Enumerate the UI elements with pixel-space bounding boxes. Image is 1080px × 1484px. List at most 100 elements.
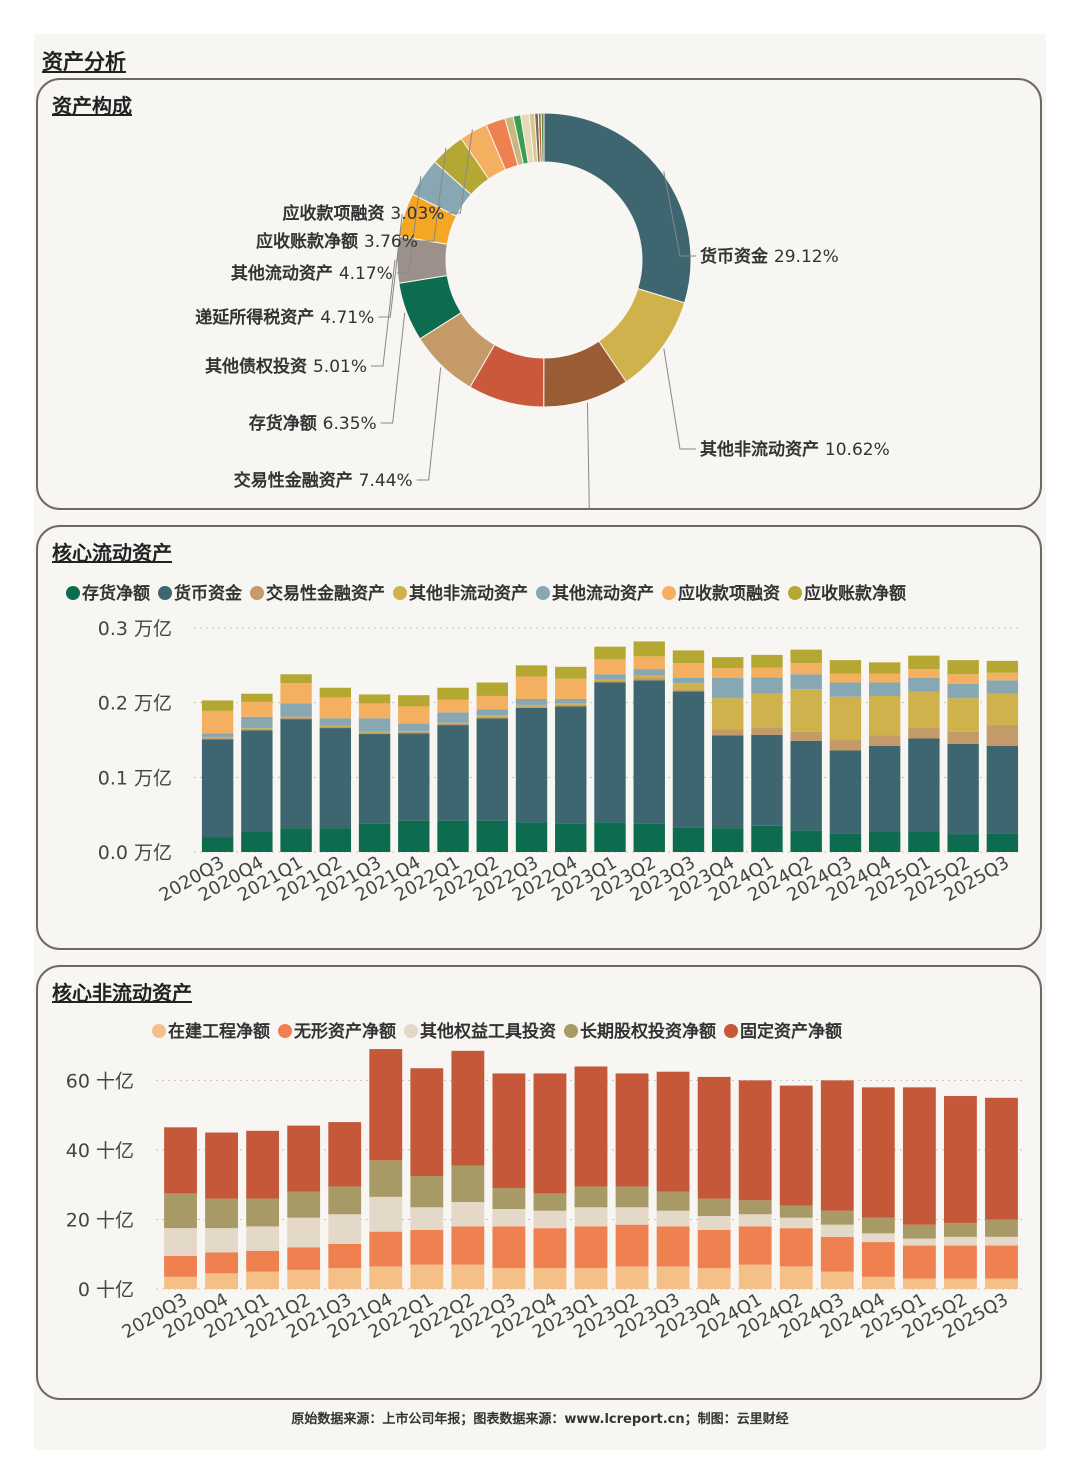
bar-segment-固定资产净额 bbox=[574, 1066, 608, 1187]
legend-item-存货净额[interactable]: 存货净额 bbox=[66, 583, 150, 604]
legend-label: 应收款项融资 bbox=[678, 583, 780, 604]
current-assets-title: 核心流动资产 bbox=[52, 541, 172, 565]
current-assets-bar-chart: 存货净额 货币资金 交易性金融资产 其他非流动资产 其他流动资产 应收款项融资 应收账款净额… bbox=[66, 583, 1022, 906]
bar-segment-在建工程净额 bbox=[697, 1268, 731, 1289]
legend-label: 其他非流动资产 bbox=[409, 583, 528, 604]
legend-item-固定资产净额[interactable]: 固定资产净额 bbox=[724, 1021, 842, 1042]
bar-segment-其他流动资产 bbox=[241, 716, 273, 729]
bar-segment-无形资产净额 bbox=[410, 1229, 444, 1265]
bar-segment-存货净额 bbox=[594, 822, 626, 852]
legend-swatch bbox=[250, 586, 264, 600]
bar-segment-应收款项融资 bbox=[476, 695, 508, 710]
main-title: 资产分析 bbox=[42, 50, 126, 74]
bar-segment-货币资金 bbox=[358, 734, 391, 824]
bar-segment-无形资产净额 bbox=[615, 1224, 649, 1267]
page: 资产分析 资产构成 货币资金 29.12% 其他非流动资产 10.62% 一年内到期… bbox=[34, 34, 1046, 1450]
bar-segment-在建工程净额 bbox=[451, 1264, 485, 1289]
bar-segment-应收账款净额 bbox=[437, 687, 469, 700]
bar-stack-2022Q3 bbox=[492, 1073, 526, 1289]
bar-stack-2024Q3 bbox=[820, 1080, 854, 1289]
asset-composition-title: 资产构成 bbox=[52, 94, 132, 118]
bar-segment-在建工程净额 bbox=[410, 1264, 444, 1289]
bar-segment-交易性金融资产 bbox=[398, 731, 430, 734]
bar-segment-在建工程净额 bbox=[779, 1266, 813, 1289]
bar-segment-应收账款净额 bbox=[594, 646, 626, 660]
bar-segment-其他权益工具投资 bbox=[944, 1236, 977, 1246]
bar-segment-应收款项融资 bbox=[280, 683, 312, 704]
bar-segment-固定资产净额 bbox=[820, 1080, 854, 1211]
bar-segment-交易性金融资产 bbox=[358, 732, 391, 735]
asset-composition-panel: 资产构成 货币资金 29.12% 其他非流动资产 10.62% 一年内到期的非流动资… bbox=[36, 78, 1042, 510]
legend-item-货币资金[interactable]: 货币资金 bbox=[158, 583, 243, 604]
bar-segment-应收账款净额 bbox=[712, 657, 744, 669]
legend-item-无形资产净额[interactable]: 无形资产净额 bbox=[278, 1021, 396, 1042]
legend-item-交易性金融资产[interactable]: 交易性金融资产 bbox=[250, 583, 385, 604]
bar-segment-固定资产净额 bbox=[533, 1073, 567, 1194]
bar-segment-在建工程净额 bbox=[492, 1268, 526, 1289]
legend-item-在建工程净额[interactable]: 在建工程净额 bbox=[152, 1021, 270, 1042]
bar-segment-应收账款净额 bbox=[555, 666, 587, 679]
bar-segment-其他权益工具投资 bbox=[615, 1207, 649, 1225]
bar-stack-2023Q2 bbox=[633, 641, 665, 852]
bar-stack-2024Q2 bbox=[790, 649, 822, 852]
legend-swatch bbox=[536, 586, 550, 600]
bar-segment-存货净额 bbox=[437, 820, 469, 852]
legend-item-长期股权投资净额[interactable]: 长期股权投资净额 bbox=[564, 1021, 716, 1042]
bar-stack-2024Q1 bbox=[738, 1080, 772, 1289]
bar-segment-无形资产净额 bbox=[985, 1245, 1018, 1279]
bar-segment-无形资产净额 bbox=[820, 1236, 854, 1272]
bar-segment-无形资产净额 bbox=[697, 1229, 731, 1269]
pie-label-一年内到期的非流动资产: 一年内到期的非流动资产 9.29% bbox=[586, 402, 590, 508]
bar-segment-交易性金融资产 bbox=[908, 727, 940, 739]
bar-segment-存货净额 bbox=[829, 833, 862, 852]
bar-segment-长期股权投资净额 bbox=[205, 1198, 238, 1229]
pie-label-value: 6.35% bbox=[323, 414, 377, 434]
bar-segment-无形资产净额 bbox=[246, 1250, 280, 1272]
bar-segment-货币资金 bbox=[672, 691, 705, 828]
bar-segment-长期股权投资净额 bbox=[164, 1193, 197, 1229]
bar-stack-2022Q2 bbox=[476, 682, 508, 852]
bar-segment-应收账款净额 bbox=[201, 700, 234, 711]
bar-segment-存货净额 bbox=[280, 828, 312, 852]
bar-segment-交易性金融资产 bbox=[829, 740, 862, 751]
bar-segment-应收账款净额 bbox=[319, 687, 352, 698]
legend-item-其他非流动资产[interactable]: 其他非流动资产 bbox=[393, 583, 528, 604]
bar-segment-应收款项融资 bbox=[633, 656, 665, 670]
bar-segment-在建工程净额 bbox=[738, 1264, 772, 1289]
pie-label-name: 其他债权投资 bbox=[205, 356, 313, 377]
pie-label-存货净额: 存货净额 6.35% bbox=[249, 312, 406, 434]
pie-label-其他非流动资产: 其他非流动资产 10.62% bbox=[663, 348, 890, 460]
bar-segment-无形资产净额 bbox=[944, 1245, 977, 1279]
bar-segment-交易性金融资产 bbox=[868, 735, 901, 746]
bar-stack-2021Q2 bbox=[287, 1125, 321, 1289]
bar-segment-其他流动资产 bbox=[555, 698, 587, 704]
legend-item-应收款项融资[interactable]: 应收款项融资 bbox=[662, 583, 780, 604]
bar-segment-其他非流动资产 bbox=[712, 698, 744, 730]
legend-label: 交易性金融资产 bbox=[266, 583, 385, 604]
bar-segment-长期股权投资净额 bbox=[328, 1186, 362, 1215]
legend-item-其他权益工具投资[interactable]: 其他权益工具投资 bbox=[404, 1021, 556, 1042]
pie-label-name: 应收账款净额 bbox=[256, 231, 364, 252]
footer-source: 原始数据来源：上市公司年报；图表数据来源：www.lcreport.cn；制图：… bbox=[291, 1412, 789, 1427]
bar-segment-应收款项融资 bbox=[868, 673, 901, 683]
bar-segment-其他流动资产 bbox=[515, 698, 548, 705]
y-tick-label: 0.3 万亿 bbox=[98, 618, 172, 640]
legend-item-其他流动资产[interactable]: 其他流动资产 bbox=[536, 583, 654, 604]
bar-stack-2025Q1 bbox=[908, 655, 940, 852]
legend-item-应收账款净额[interactable]: 应收账款净额 bbox=[788, 583, 906, 604]
bar-stack-2022Q3 bbox=[515, 665, 548, 852]
bar-segment-交易性金融资产 bbox=[555, 704, 587, 707]
bar-stack-2025Q1 bbox=[902, 1087, 936, 1289]
bar-segment-存货净额 bbox=[398, 820, 430, 852]
bar-segment-货币资金 bbox=[633, 680, 665, 824]
svg-text:其他债权投资 5.01%: 其他债权投资 5.01% bbox=[205, 356, 367, 377]
noncurrent-assets-title: 核心非流动资产 bbox=[52, 981, 192, 1005]
bar-segment-其他非流动资产 bbox=[908, 691, 940, 728]
bar-segment-货币资金 bbox=[319, 728, 352, 829]
bar-segment-存货净额 bbox=[633, 823, 665, 852]
bar-segment-在建工程净额 bbox=[287, 1269, 321, 1289]
bar-segment-应收款项融资 bbox=[555, 678, 587, 699]
bar-segment-固定资产净额 bbox=[205, 1132, 238, 1199]
bar-stack-2025Q3 bbox=[985, 1097, 1018, 1289]
bar-segment-应收款项融资 bbox=[437, 699, 469, 713]
